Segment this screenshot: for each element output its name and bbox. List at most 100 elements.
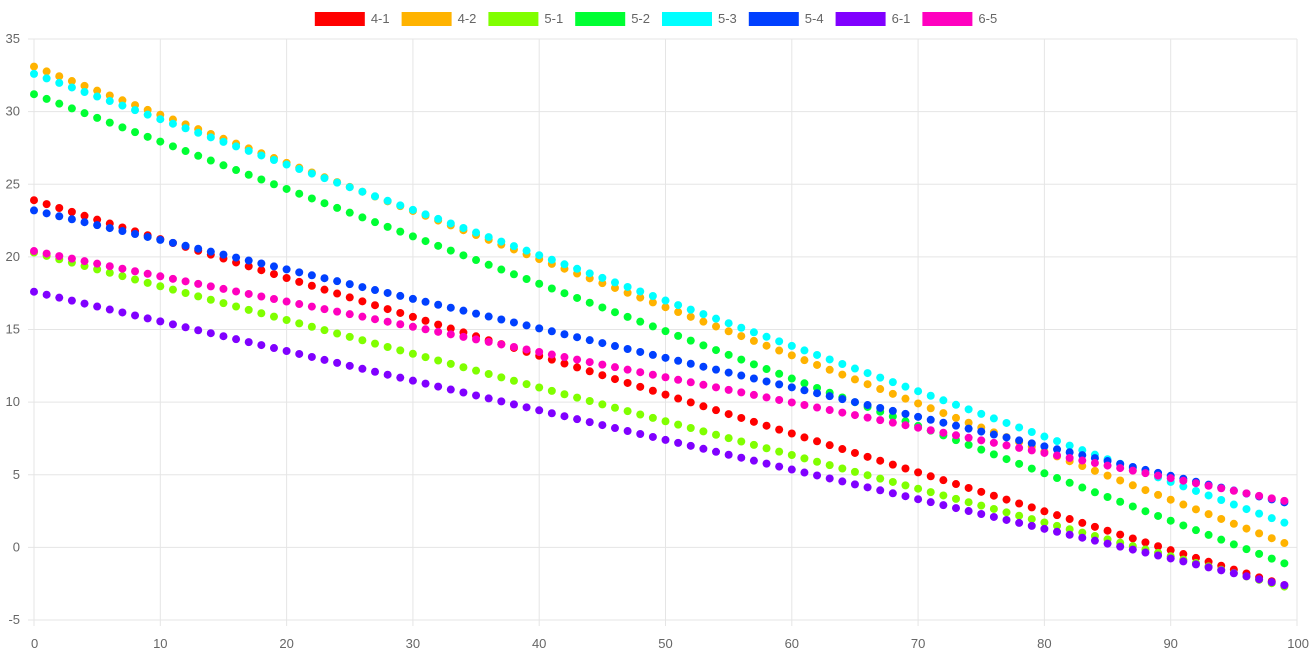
data-point[interactable]: [358, 364, 367, 373]
data-point[interactable]: [989, 491, 998, 500]
data-point[interactable]: [118, 123, 127, 132]
data-point[interactable]: [901, 421, 910, 430]
data-point[interactable]: [345, 183, 354, 192]
data-point[interactable]: [509, 342, 518, 351]
data-point[interactable]: [105, 97, 114, 106]
data-point[interactable]: [787, 374, 796, 383]
data-point[interactable]: [1166, 554, 1175, 563]
data-point[interactable]: [93, 92, 102, 101]
data-point[interactable]: [358, 336, 367, 345]
legend[interactable]: 4-1 4-2 5-1 5-2 5-3 5-4 6-1 6-5: [314, 11, 997, 26]
data-point[interactable]: [800, 346, 809, 355]
data-point[interactable]: [1204, 491, 1213, 500]
data-point[interactable]: [674, 331, 683, 340]
data-point[interactable]: [535, 251, 544, 260]
data-point[interactable]: [775, 395, 784, 404]
data-point[interactable]: [636, 347, 645, 356]
data-point[interactable]: [1255, 491, 1264, 500]
data-point[interactable]: [484, 312, 493, 321]
data-point[interactable]: [825, 474, 834, 483]
data-point[interactable]: [787, 383, 796, 392]
data-point[interactable]: [421, 325, 430, 334]
data-point[interactable]: [1053, 527, 1062, 536]
data-point[interactable]: [509, 400, 518, 409]
data-point[interactable]: [1116, 530, 1125, 539]
data-point[interactable]: [42, 74, 51, 83]
data-point[interactable]: [724, 385, 733, 394]
data-point[interactable]: [1242, 524, 1251, 533]
data-point[interactable]: [977, 487, 986, 496]
data-point[interactable]: [674, 375, 683, 384]
data-point[interactable]: [131, 311, 140, 320]
data-point[interactable]: [434, 241, 443, 250]
data-point[interactable]: [1141, 469, 1150, 478]
data-point[interactable]: [914, 387, 923, 396]
data-point[interactable]: [80, 299, 89, 308]
data-point[interactable]: [775, 462, 784, 471]
data-point[interactable]: [749, 440, 758, 449]
data-point[interactable]: [724, 434, 733, 443]
data-point[interactable]: [623, 378, 632, 387]
data-point[interactable]: [636, 317, 645, 326]
data-point[interactable]: [1128, 502, 1137, 511]
data-point[interactable]: [1204, 563, 1213, 572]
data-point[interactable]: [232, 287, 241, 296]
data-point[interactable]: [1217, 535, 1226, 544]
data-point[interactable]: [472, 309, 481, 318]
data-point[interactable]: [333, 329, 342, 338]
data-point[interactable]: [1103, 526, 1112, 535]
data-point[interactable]: [459, 388, 468, 397]
data-point[interactable]: [434, 327, 443, 336]
data-point[interactable]: [686, 336, 695, 345]
data-point[interactable]: [1267, 514, 1276, 523]
data-point[interactable]: [901, 409, 910, 418]
data-point[interactable]: [1040, 432, 1049, 441]
data-point[interactable]: [1065, 453, 1074, 462]
data-point[interactable]: [396, 346, 405, 355]
data-point[interactable]: [1141, 548, 1150, 557]
data-point[interactable]: [333, 289, 342, 298]
data-point[interactable]: [333, 203, 342, 212]
data-point[interactable]: [686, 398, 695, 407]
data-point[interactable]: [80, 211, 89, 220]
data-point[interactable]: [573, 293, 582, 302]
data-point[interactable]: [118, 308, 127, 317]
data-point[interactable]: [383, 317, 392, 326]
data-point[interactable]: [168, 119, 177, 128]
data-point[interactable]: [105, 118, 114, 127]
data-point[interactable]: [813, 389, 822, 398]
data-point[interactable]: [522, 380, 531, 389]
data-point[interactable]: [712, 406, 721, 415]
data-point[interactable]: [686, 359, 695, 368]
data-point[interactable]: [1217, 496, 1226, 505]
data-point[interactable]: [661, 353, 670, 362]
data-point[interactable]: [724, 319, 733, 328]
data-point[interactable]: [232, 335, 241, 344]
data-point[interactable]: [762, 365, 771, 374]
data-point[interactable]: [926, 472, 935, 481]
data-point[interactable]: [585, 367, 594, 376]
data-point[interactable]: [295, 277, 304, 286]
data-point[interactable]: [699, 362, 708, 371]
data-point[interactable]: [181, 241, 190, 250]
data-point[interactable]: [1040, 507, 1049, 516]
data-point[interactable]: [1027, 446, 1036, 455]
data-point[interactable]: [1128, 466, 1137, 475]
data-point[interactable]: [244, 305, 253, 314]
data-point[interactable]: [762, 459, 771, 468]
data-point[interactable]: [345, 293, 354, 302]
data-point[interactable]: [408, 322, 417, 331]
data-point[interactable]: [156, 317, 165, 326]
data-point[interactable]: [1242, 489, 1251, 498]
data-point[interactable]: [42, 94, 51, 103]
data-point[interactable]: [964, 498, 973, 507]
data-point[interactable]: [118, 272, 127, 281]
data-point[interactable]: [901, 394, 910, 403]
data-point[interactable]: [1154, 542, 1163, 551]
data-point[interactable]: [787, 465, 796, 474]
data-point[interactable]: [1267, 554, 1276, 563]
data-point[interactable]: [699, 427, 708, 436]
data-point[interactable]: [699, 380, 708, 389]
data-point[interactable]: [383, 222, 392, 231]
data-point[interactable]: [762, 444, 771, 453]
